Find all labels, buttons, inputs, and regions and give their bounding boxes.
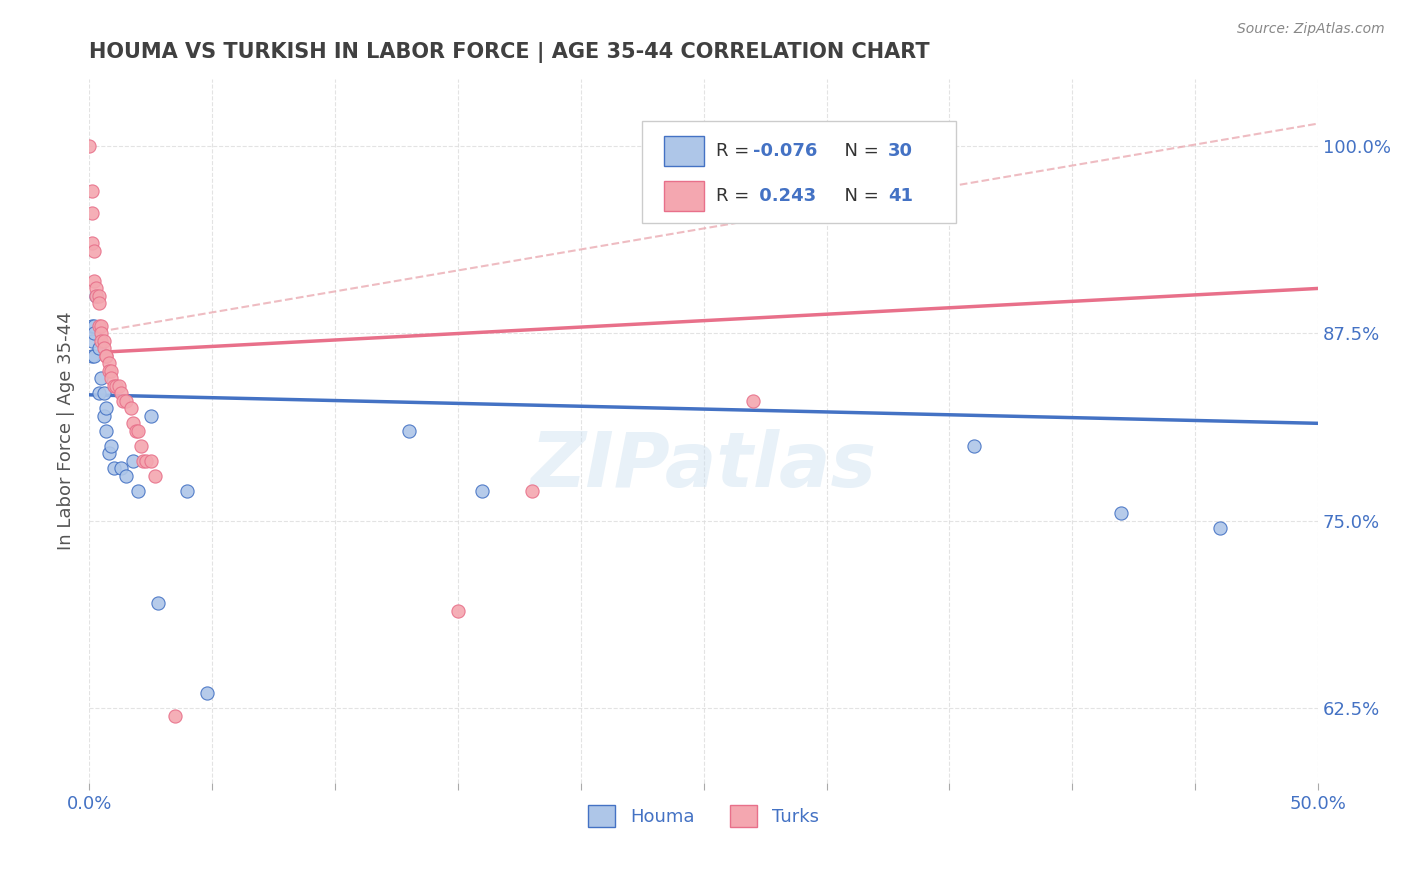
- Point: [100, 439, 122, 453]
- Point: [80, 318, 103, 333]
- Point: [96, 349, 118, 363]
- Point: [176, 483, 198, 498]
- Text: ZIPatlas: ZIPatlas: [530, 429, 876, 503]
- Point: [83, 318, 105, 333]
- Point: [86, 281, 108, 295]
- Point: [90, 371, 112, 385]
- Point: [87, 342, 110, 356]
- Text: -0.076: -0.076: [752, 142, 817, 160]
- Text: Source: ZipAtlas.com: Source: ZipAtlas.com: [1237, 22, 1385, 37]
- Point: [146, 596, 169, 610]
- Point: [80, 349, 103, 363]
- Point: [1209, 521, 1232, 535]
- Point: [80, 236, 103, 251]
- Point: [122, 417, 145, 431]
- Point: [80, 184, 103, 198]
- Point: [132, 454, 155, 468]
- Point: [97, 356, 120, 370]
- Point: [90, 318, 112, 333]
- Point: [129, 439, 152, 453]
- Text: 41: 41: [889, 186, 912, 204]
- Point: [96, 401, 118, 416]
- Point: [122, 454, 145, 468]
- Point: [80, 334, 103, 348]
- Point: [398, 424, 420, 438]
- Point: [86, 289, 108, 303]
- Point: [1111, 506, 1133, 520]
- Point: [963, 439, 986, 453]
- Point: [103, 461, 125, 475]
- Point: [90, 334, 112, 348]
- Point: [83, 349, 105, 363]
- Point: [127, 483, 149, 498]
- Text: HOUMA VS TURKISH IN LABOR FORCE | AGE 35-44 CORRELATION CHART: HOUMA VS TURKISH IN LABOR FORCE | AGE 35…: [89, 42, 929, 62]
- Point: [83, 326, 105, 341]
- Point: [90, 326, 112, 341]
- Point: [80, 206, 103, 220]
- Point: [105, 379, 128, 393]
- Point: [100, 371, 122, 385]
- Bar: [664, 181, 703, 211]
- Point: [145, 468, 167, 483]
- Point: [93, 409, 115, 423]
- Point: [125, 424, 148, 438]
- Point: [87, 318, 110, 333]
- Point: [87, 386, 110, 401]
- Text: N =: N =: [832, 142, 884, 160]
- Point: [741, 393, 763, 408]
- Point: [112, 393, 135, 408]
- Point: [115, 393, 138, 408]
- Point: [447, 604, 470, 618]
- Point: [87, 296, 110, 310]
- Text: R =: R =: [716, 186, 755, 204]
- Point: [93, 334, 115, 348]
- Text: 0.243: 0.243: [752, 186, 815, 204]
- Legend: Houma, Turks: Houma, Turks: [581, 797, 827, 834]
- Point: [135, 454, 157, 468]
- Text: R =: R =: [716, 142, 755, 160]
- Point: [87, 289, 110, 303]
- Point: [110, 386, 132, 401]
- Point: [83, 274, 105, 288]
- Point: [103, 379, 125, 393]
- Text: N =: N =: [832, 186, 884, 204]
- Point: [107, 379, 129, 393]
- Text: 30: 30: [889, 142, 912, 160]
- Y-axis label: In Labor Force | Age 35-44: In Labor Force | Age 35-44: [58, 311, 75, 550]
- Point: [139, 454, 162, 468]
- Point: [120, 401, 142, 416]
- Bar: [664, 136, 703, 166]
- Point: [77, 139, 100, 153]
- Point: [96, 424, 118, 438]
- Point: [93, 386, 115, 401]
- Point: [195, 686, 218, 700]
- Point: [83, 244, 105, 258]
- Point: [115, 468, 138, 483]
- Point: [96, 349, 118, 363]
- Point: [520, 483, 543, 498]
- Point: [97, 446, 120, 460]
- Point: [127, 424, 149, 438]
- Point: [100, 364, 122, 378]
- Point: [471, 483, 494, 498]
- Point: [86, 289, 108, 303]
- Point: [139, 409, 162, 423]
- Point: [165, 708, 187, 723]
- Point: [97, 364, 120, 378]
- Point: [93, 342, 115, 356]
- FancyBboxPatch shape: [643, 120, 956, 223]
- Point: [110, 461, 132, 475]
